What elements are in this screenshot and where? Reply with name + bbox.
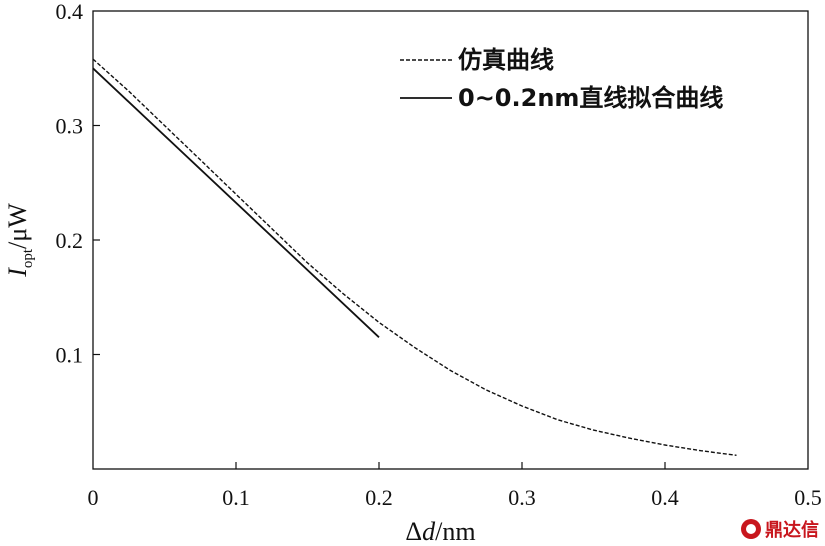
legend: 仿真曲线 0~0.2nm直线拟合曲线 (400, 46, 723, 112)
simulation-curve-line (92, 58, 737, 456)
x-axis-title: Δd/nm (405, 517, 475, 546)
y-tick-label: 0.2 (56, 228, 84, 253)
plot-area (92, 10, 809, 470)
x-tick-label: 0 (88, 485, 99, 510)
series-layer (92, 58, 737, 456)
y-tick-label: 0.3 (56, 114, 84, 139)
y-axis-title: Iopt/μW (3, 203, 36, 278)
legend-label: 0~0.2nm直线拟合曲线 (458, 84, 723, 112)
watermark-logo-icon (741, 519, 761, 539)
plot-frame (92, 10, 809, 470)
x-tick-label: 0.4 (651, 485, 679, 510)
axis-ticks (93, 124, 666, 469)
x-tick-label: 0.3 (508, 485, 536, 510)
linear-fit-line (92, 67, 380, 338)
tick-labels: 0 0.1 0.2 0.3 0.4 0.5 0.1 0.2 0.3 0.4 (56, 0, 822, 510)
y-tick-label: 0.4 (56, 0, 84, 24)
legend-label: 仿真曲线 (458, 46, 554, 74)
x-tick-label: 0.2 (365, 485, 393, 510)
y-tick-label: 0.1 (56, 343, 84, 368)
watermark-text: 鼎达信 (765, 520, 819, 541)
x-tick-label: 0.5 (794, 485, 822, 510)
x-tick-label: 0.1 (222, 485, 250, 510)
watermark: 鼎达信 (741, 516, 819, 542)
